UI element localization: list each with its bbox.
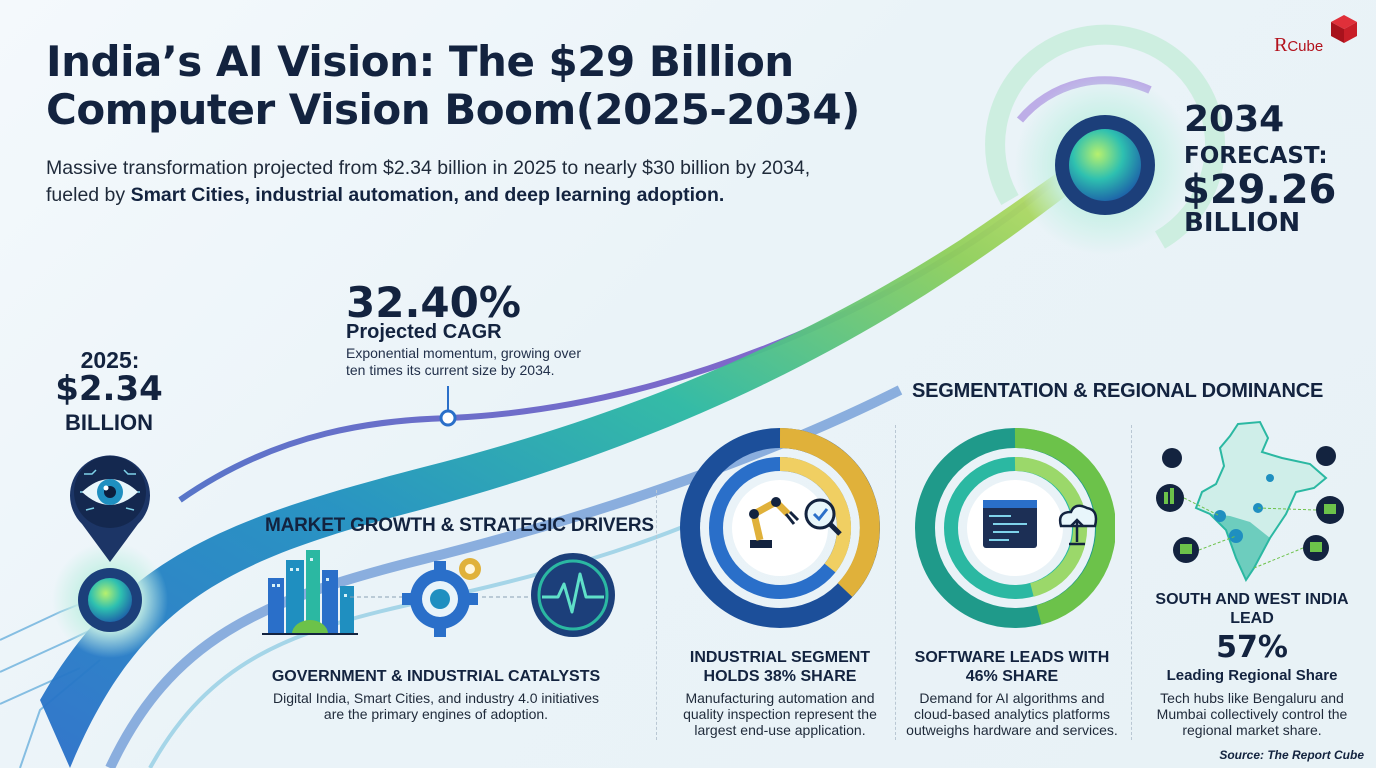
title-line-2: Computer Vision Boom(2025-2034) — [46, 85, 860, 134]
logo: ЯCube — [1274, 34, 1323, 57]
regional-label: Leading Regional Share — [1166, 667, 1338, 684]
subtitle-text: Massive transformation projected from $2… — [46, 157, 811, 206]
start-value: $2.34 — [55, 369, 163, 409]
logo-cube-icon — [1331, 15, 1357, 43]
start-year: 2025: — [80, 347, 140, 373]
divider — [656, 490, 657, 740]
forecast-value: $29.26 — [1182, 167, 1337, 213]
cagr-value: 32.40% — [346, 278, 521, 327]
forecast-year: 2034 — [1184, 99, 1285, 140]
pulse-icon — [531, 553, 615, 637]
page-title: India’s AI Vision: The $29 Billion Compu… — [46, 38, 946, 134]
software-donut — [915, 428, 1115, 628]
code-window-icon — [983, 500, 1037, 548]
title-line-1: India’s AI Vision: The $29 Billion — [46, 37, 794, 86]
magnifier-icon — [804, 498, 842, 536]
source-credit: Source: The Report Cube — [1219, 748, 1364, 762]
start-unit: BILLION — [65, 410, 153, 435]
logo-mark: Я — [1274, 34, 1288, 56]
regional-body: Tech hubs like Bengaluru and Mumbai coll… — [1156, 690, 1348, 738]
divider — [1131, 425, 1132, 740]
gov-card-title: GOVERNMENT & INDUSTRIAL CATALYSTS — [271, 668, 601, 685]
eye-icon — [70, 455, 150, 562]
connector-line — [350, 596, 530, 598]
regional-title: SOUTH AND WEST INDIA LEAD — [1155, 591, 1349, 627]
gear-icon — [402, 558, 481, 637]
city-icon — [262, 550, 358, 635]
page-subtitle: Massive transformation projected from $2… — [46, 155, 846, 209]
industrial-donut — [680, 428, 880, 628]
drivers-heading: MARKET GROWTH & STRATEGIC DRIVERS — [265, 515, 654, 536]
forecast-label: FORECAST: — [1184, 143, 1328, 169]
india-map-icon — [1156, 420, 1344, 583]
logo-text: Cube — [1287, 38, 1324, 55]
segmentation-heading: SEGMENTATION & REGIONAL DOMINANCE — [912, 380, 1324, 402]
cagr-description: Exponential momentum, growing over ten t… — [346, 345, 582, 378]
cloud-upload-icon — [1058, 504, 1098, 546]
divider — [895, 425, 896, 740]
regional-value: 57% — [1216, 630, 1288, 665]
forecast-unit: BILLION — [1184, 208, 1301, 238]
industrial-body: Manufacturing automation and quality ins… — [683, 690, 877, 738]
industrial-title: INDUSTRIAL SEGMENT HOLDS 38% SHARE — [689, 649, 871, 685]
software-title: SOFTWARE LEADS WITH 46% SHARE — [914, 649, 1110, 685]
cagr-label: Projected CAGR — [346, 321, 502, 343]
robot-arm-icon — [749, 497, 800, 548]
software-body: Demand for AI algorithms and cloud-based… — [906, 690, 1118, 738]
gov-card-body: Digital India, Smart Cities, and industr… — [272, 690, 600, 722]
subtitle-emphasis: Smart Cities, industrial automation, and… — [130, 184, 725, 206]
